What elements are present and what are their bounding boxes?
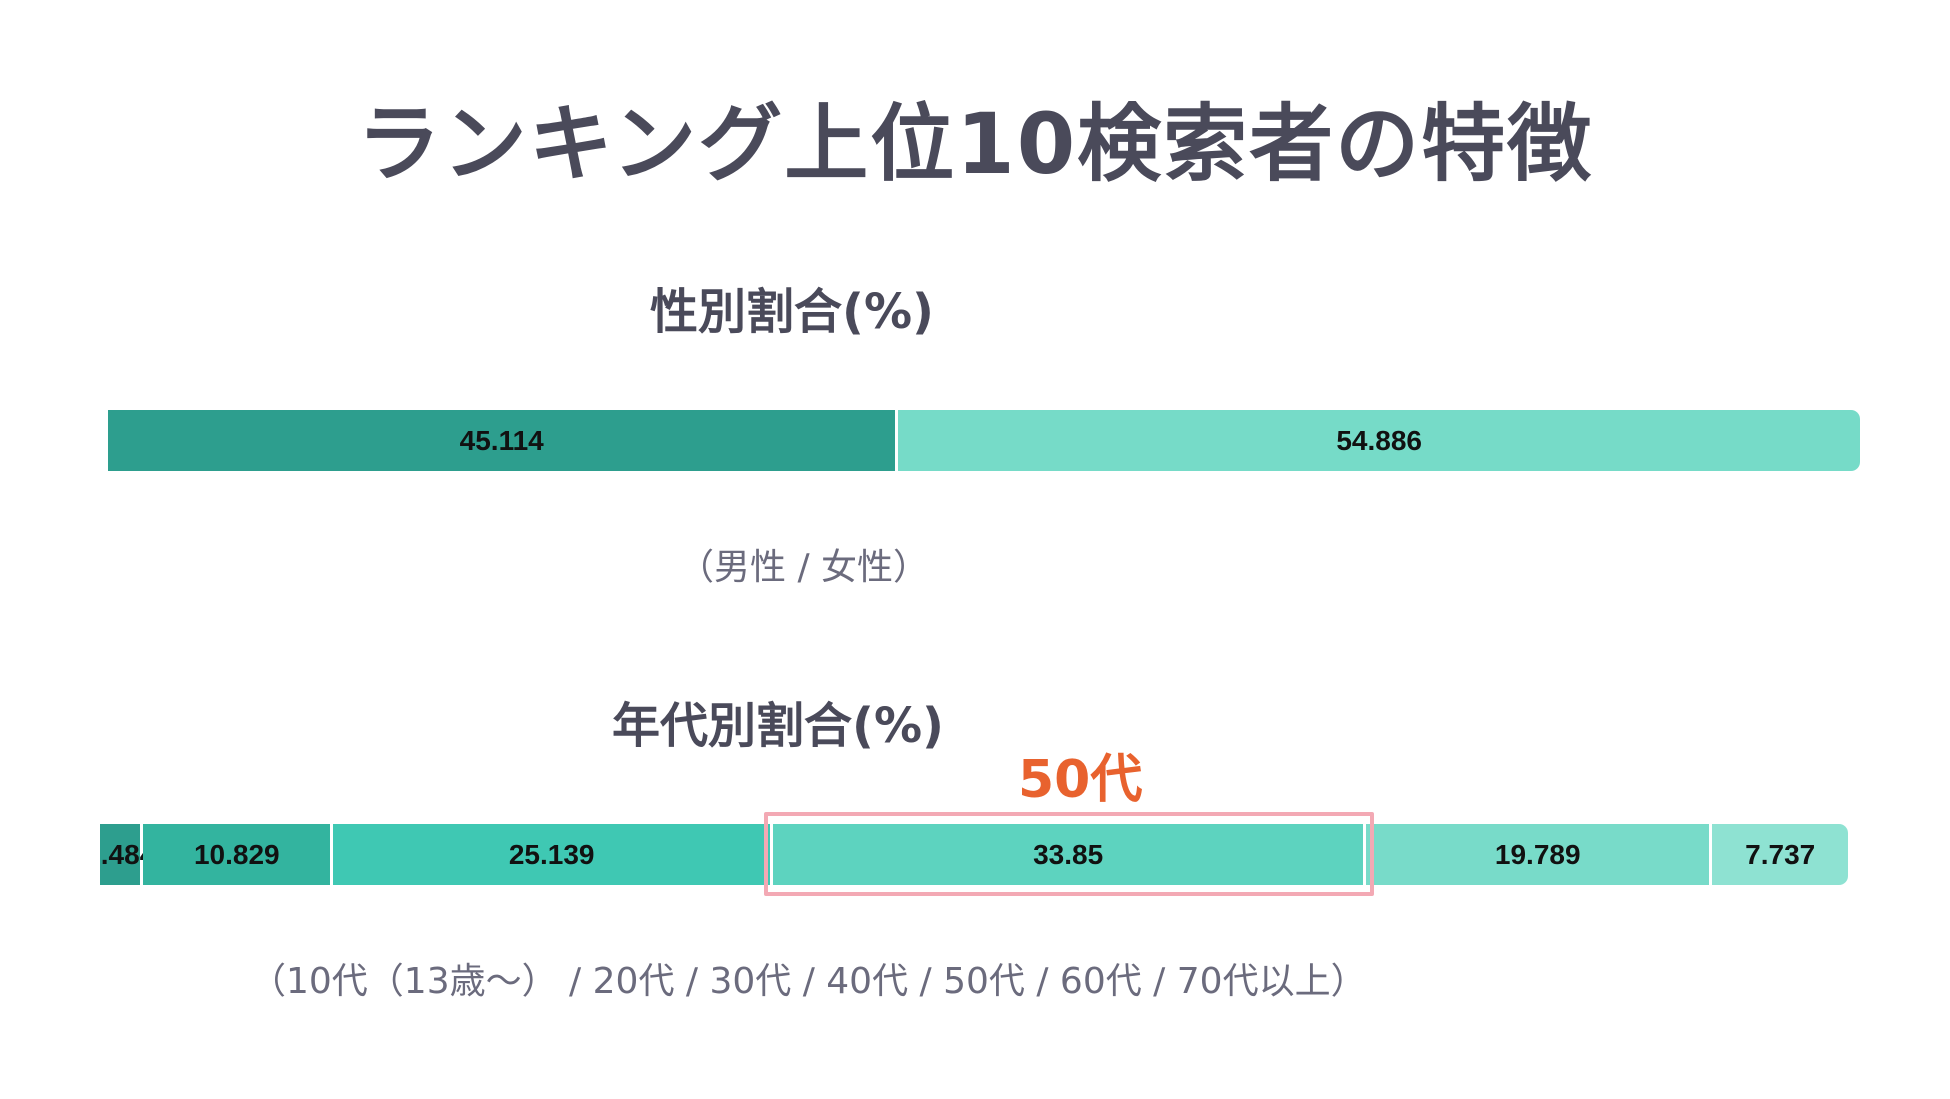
gender-stacked-bar: 45.114 54.886 <box>108 410 1860 471</box>
age-value-label-1: 10.829 <box>193 838 280 870</box>
age-segment-3: 33.85 <box>773 824 1366 885</box>
age-value-label-3: 33.85 <box>1033 838 1104 870</box>
age-value-label-5: 7.737 <box>1745 838 1816 870</box>
page-title: ランキング上位10検索者の特徴 <box>356 95 1594 193</box>
age-segment-4: 19.789 <box>1365 824 1713 885</box>
age-segment-0: 2.484 <box>100 824 155 885</box>
gender-chart-title: 性別割合(%) <box>650 284 934 340</box>
age-caption: （10代（13歳〜） / 20代 / 30代 / 40代 / 50代 / 60代… <box>250 961 1367 1002</box>
age-segment-1: 10.829 <box>143 824 334 885</box>
highlight-box <box>764 812 1374 896</box>
age-value-label-2: 25.139 <box>508 838 595 870</box>
age-segment-2: 25.139 <box>333 824 774 885</box>
gender-segment-1: 54.886 <box>898 410 1860 471</box>
gender-value-label-1: 54.886 <box>1336 424 1422 456</box>
gender-segment-0: 45.114 <box>108 410 899 471</box>
gender-value-label-0: 45.114 <box>459 424 544 456</box>
highlight-label: 50代 <box>1018 750 1143 810</box>
age-chart-title: 年代別割合(%) <box>612 698 944 754</box>
age-segment-5: 7.737 <box>1712 824 1848 885</box>
age-stacked-bar: 2.484 10.829 25.139 33.85 19.789 7.737 <box>100 824 1848 885</box>
gender-caption: （男性 / 女性） <box>678 547 930 588</box>
age-value-label-4: 19.789 <box>1494 838 1581 870</box>
